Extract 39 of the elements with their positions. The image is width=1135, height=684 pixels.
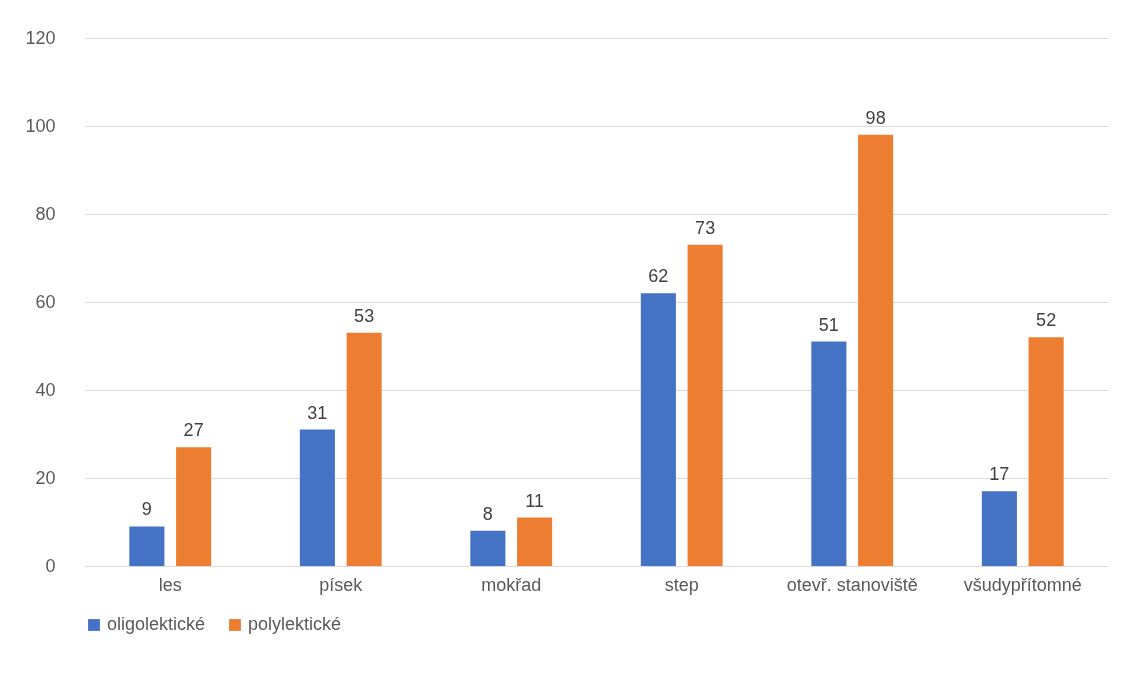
y-tick-label: 40 xyxy=(35,379,56,400)
bar xyxy=(858,134,894,566)
y-tick-label: 20 xyxy=(35,467,56,488)
bar xyxy=(687,244,723,566)
bar xyxy=(1028,337,1064,566)
bar xyxy=(640,293,676,566)
x-tick-label: všudypřítomné xyxy=(963,574,1082,595)
y-tick-label: 120 xyxy=(25,27,56,48)
data-label: 17 xyxy=(989,464,1010,485)
data-label: 27 xyxy=(183,420,204,441)
bar xyxy=(346,332,382,566)
x-tick-label: step xyxy=(664,574,699,595)
data-label: 51 xyxy=(818,314,839,335)
bar xyxy=(176,447,212,566)
data-label: 11 xyxy=(525,490,544,511)
data-label: 98 xyxy=(865,107,886,128)
x-tick-label: mokřad xyxy=(481,574,542,595)
bar xyxy=(811,341,847,566)
x-tick-label: les xyxy=(158,574,182,595)
x-tick-label: písek xyxy=(319,574,364,595)
bar xyxy=(470,530,506,566)
bar xyxy=(129,526,165,566)
y-tick-label: 100 xyxy=(25,115,56,136)
data-label: 73 xyxy=(695,217,716,238)
data-label: 9 xyxy=(141,499,152,520)
legend-label: polylektické xyxy=(248,614,342,634)
legend-label: oligolektické xyxy=(107,614,206,634)
bar xyxy=(981,491,1017,566)
data-label: 52 xyxy=(1036,310,1057,331)
data-label: 53 xyxy=(354,305,375,326)
data-label: 31 xyxy=(307,402,328,423)
bar xyxy=(299,429,335,566)
bar xyxy=(517,517,553,566)
data-label: 62 xyxy=(648,266,669,287)
y-tick-label: 0 xyxy=(45,555,56,576)
y-tick-label: 60 xyxy=(35,291,56,312)
x-tick-label: otevř. stanoviště xyxy=(786,574,918,595)
y-tick-label: 80 xyxy=(35,203,56,224)
data-label: 8 xyxy=(482,503,493,524)
